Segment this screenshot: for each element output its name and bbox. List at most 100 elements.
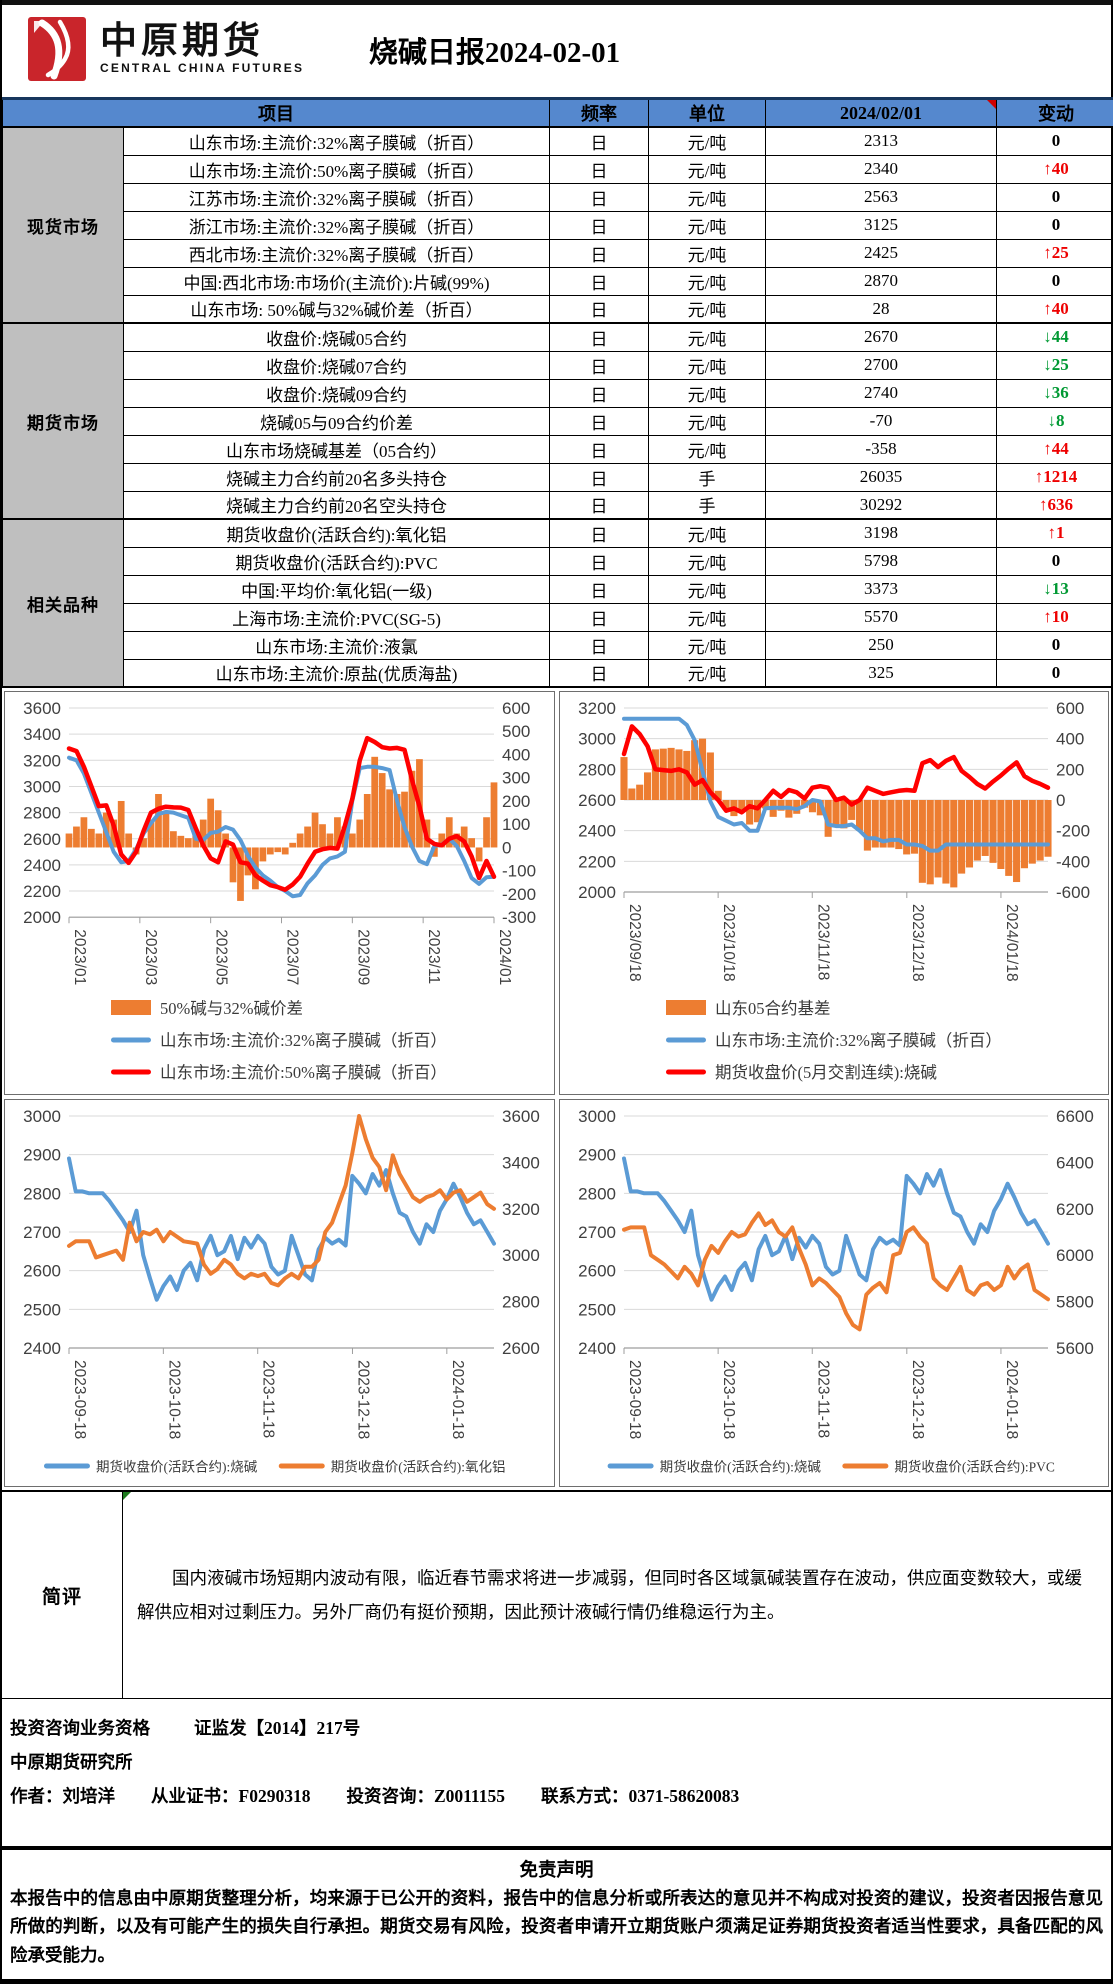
svg-text:2024-01-18: 2024-01-18 [1003, 1360, 1020, 1439]
svg-text:2023/09/18: 2023/09/18 [626, 904, 643, 982]
svg-text:2200: 2200 [23, 882, 61, 901]
chart-svg: 2400 2500 2600 2700 2800 2900 3000 5600 5800 6000… [578, 1107, 1094, 1475]
change-cell: ↑10 [996, 602, 1113, 632]
company-logo: 中原期货 CENTRAL CHINA FUTURES [28, 17, 304, 81]
unit-cell: 元/吨 [648, 378, 766, 408]
chart-svg: 2400 2500 2600 2700 2800 2900 3000 2600 2800 3000… [23, 1107, 540, 1475]
comment-marker-green [123, 1492, 131, 1500]
item-cell: 西北市场:主流价:32%离子膜碱（折百） [123, 238, 550, 268]
frequency-cell: 日 [549, 350, 649, 380]
svg-text:3400: 3400 [23, 725, 61, 744]
item-cell: 山东市场:主流价:液氯 [123, 630, 550, 660]
credential-item: 作者：刘培洋 [10, 1786, 115, 1807]
change-cell: ↓13 [996, 574, 1113, 604]
unit-cell: 元/吨 [648, 518, 766, 548]
svg-text:3000: 3000 [23, 1107, 61, 1126]
table-row: 山东市场: 50%碱与32%碱价差（折百）日元/吨 28 ↑40 [3, 294, 1113, 324]
frequency-cell: 日 [549, 182, 649, 212]
value-cell: 3198 [765, 518, 997, 548]
table-row: 山东市场烧碱基差（05合约）日元/吨 -358 ↑44 [3, 434, 1113, 464]
svg-text:6200: 6200 [1056, 1200, 1094, 1219]
change-cell: 0 [996, 266, 1113, 296]
svg-text:500: 500 [502, 722, 530, 741]
group-label: 现货市场 [2, 126, 124, 324]
table-row: 山东市场:主流价:原盐(优质海盐) 日元/吨 325 0 [3, 658, 1113, 688]
unit-cell: 元/吨 [648, 266, 766, 296]
svg-text:2000: 2000 [578, 883, 616, 902]
brand-name-en: CENTRAL CHINA FUTURES [100, 61, 305, 76]
svg-text:2600: 2600 [23, 1262, 61, 1281]
item-cell: 中国:平均价:氧化铝(一级) [123, 574, 550, 604]
svg-text:6400: 6400 [1056, 1153, 1094, 1172]
frequency-cell: 日 [549, 546, 649, 576]
header-date: 2024/02/01 [765, 98, 997, 128]
unit-cell: 元/吨 [648, 210, 766, 240]
frequency-cell: 日 [549, 238, 649, 268]
svg-text:期货收盘价(5月交割连续):烧碱: 期货收盘价(5月交割连续):烧碱 [715, 1063, 937, 1082]
change-cell: ↑25 [996, 238, 1113, 268]
svg-text:2800: 2800 [578, 760, 616, 779]
svg-text:200: 200 [502, 792, 530, 811]
comment-label: 简评 [2, 1492, 123, 1698]
item-cell: 浙江市场:主流价:32%离子膜碱（折百） [123, 210, 550, 240]
chart-svg: 2000220024002600280030003200-600-400-200… [578, 699, 1090, 1082]
unit-cell: 手 [648, 462, 766, 492]
change-cell: ↓36 [996, 378, 1113, 408]
table-row: 西北市场:主流价:32%离子膜碱（折百）日元/吨 2425 ↑25 [3, 238, 1113, 268]
item-cell: 山东市场烧碱基差（05合约） [123, 434, 550, 464]
svg-text:2500: 2500 [23, 1300, 61, 1319]
value-cell: 2563 [765, 182, 997, 212]
item-cell: 江苏市场:主流价:32%离子膜碱（折百） [123, 182, 550, 212]
credential-item: 投资咨询：Z0011155 [346, 1786, 505, 1807]
item-cell: 期货收盘价(活跃合约):PVC [123, 546, 550, 576]
svg-text:2023/09: 2023/09 [354, 929, 371, 985]
group-label: 期货市场 [2, 322, 124, 520]
unit-cell: 元/吨 [648, 322, 766, 352]
svg-text:2023-10-18: 2023-10-18 [720, 1360, 737, 1439]
svg-text:3200: 3200 [502, 1200, 540, 1219]
svg-text:600: 600 [1056, 699, 1084, 718]
chart-futures-vs-alumina: 2400 2500 2600 2700 2800 2900 3000 2600 2800 3000… [4, 1099, 555, 1487]
svg-text:100: 100 [502, 815, 530, 834]
svg-text:2024-01-18: 2024-01-18 [449, 1360, 466, 1439]
svg-text:3000: 3000 [23, 777, 61, 796]
change-cell: ↑1 [996, 518, 1113, 548]
unit-cell: 元/吨 [648, 434, 766, 464]
value-cell: 2340 [765, 154, 997, 184]
value-cell: 2740 [765, 378, 997, 408]
qualification-label: 投资咨询业务资格 [10, 1718, 150, 1738]
svg-text:2400: 2400 [23, 1339, 61, 1358]
value-cell: 325 [765, 658, 997, 688]
comment-marker-red [987, 100, 996, 109]
credential-item: 从业证书：F0290318 [151, 1786, 311, 1807]
table-row: 烧碱主力合约前20名空头持仓日手 30292 ↑636 [3, 490, 1113, 520]
unit-cell: 元/吨 [648, 182, 766, 212]
frequency-cell: 日 [549, 490, 649, 520]
svg-text:2023-11-18: 2023-11-18 [814, 1360, 831, 1438]
svg-text:2700: 2700 [23, 1223, 61, 1242]
change-cell: 0 [996, 182, 1113, 212]
svg-text:3000: 3000 [578, 1107, 616, 1126]
value-cell: 2425 [765, 238, 997, 268]
change-cell: ↑1214 [996, 462, 1113, 492]
unit-cell: 元/吨 [648, 406, 766, 436]
svg-text:2800: 2800 [23, 804, 61, 823]
value-cell: 5798 [765, 546, 997, 576]
chart-futures-vs-pvc: 2400 2500 2600 2700 2800 2900 3000 5600 5800 6000… [559, 1099, 1109, 1487]
svg-text:2500: 2500 [578, 1300, 616, 1319]
change-cell: ↓25 [996, 350, 1113, 380]
svg-text:5800: 5800 [1056, 1293, 1094, 1312]
charts-grid: 2000 2200 2400 2600 2800 3000 3200 3400 3600 -300… [2, 688, 1111, 1490]
svg-text:2600: 2600 [502, 1339, 540, 1358]
frequency-cell: 日 [549, 602, 649, 632]
author-line: 作者：刘培洋 从业证书：F0290318 投资咨询：Z0011155 联系方式：037… [10, 1779, 1103, 1813]
svg-text:2400: 2400 [578, 1339, 616, 1358]
svg-text:2800: 2800 [502, 1293, 540, 1312]
frequency-cell: 日 [549, 574, 649, 604]
table-row: 上海市场:主流价:PVC(SG-5) 日元/吨 5570 ↑10 [3, 602, 1113, 632]
table-row: 现货市场 山东市场:主流价:32%离子膜碱（折百）日元/吨 2313 0 [2, 126, 1113, 324]
svg-text:2900: 2900 [23, 1146, 61, 1165]
svg-text:-200: -200 [1056, 822, 1090, 841]
item-cell: 收盘价:烧碱05合约 [123, 322, 550, 352]
frequency-cell: 日 [549, 658, 649, 688]
